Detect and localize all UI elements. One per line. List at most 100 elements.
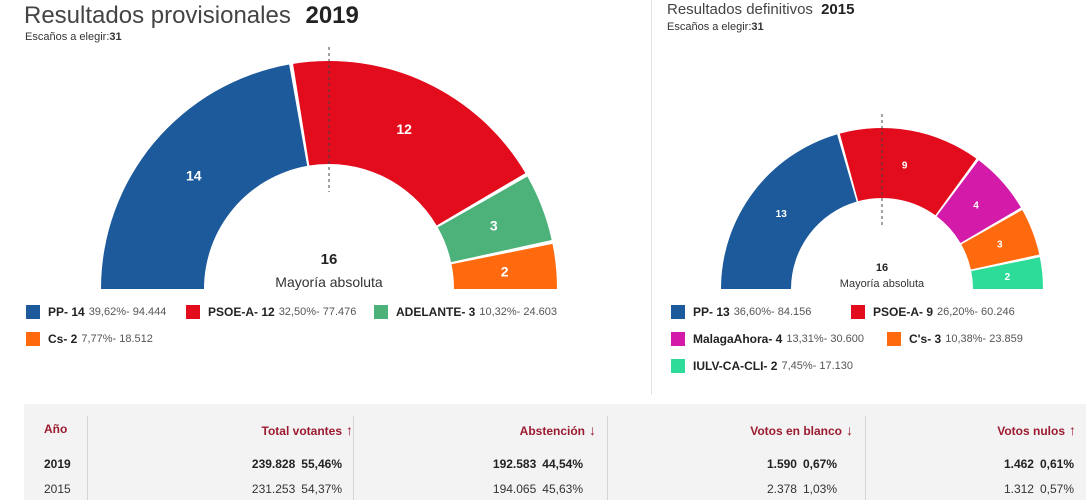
column-divider <box>87 416 88 500</box>
row-blank-votes: 1.590 0,67% <box>767 457 837 471</box>
previous-seat-count-pp: 13 <box>776 209 788 220</box>
column-divider <box>353 416 354 500</box>
current-seat-count-cs: 2 <box>501 263 509 279</box>
current-seat-segment-cs[interactable] <box>451 243 557 289</box>
abstention-value: 194.065 <box>492 482 537 496</box>
row-total-votes: 239.828 55,46% <box>252 457 342 471</box>
blank-votes-value: 1.590 <box>766 457 797 471</box>
previous-legend-party: PP- 13 <box>693 305 730 319</box>
current-legend-party: Cs- 2 <box>48 332 78 346</box>
null-votes-pct: 0,57% <box>1039 482 1074 496</box>
current-seat-count-psoe-a: 12 <box>396 121 412 137</box>
previous-seat-segment-psoe-a[interactable] <box>839 128 977 216</box>
col-header-year-label: Año <box>44 422 68 436</box>
previous-legend-item-psoe-a: PSOE-A- 9 26,20%- 60.246 <box>851 305 1015 319</box>
col-header-null-votes[interactable]: Votos nulos ↑ <box>997 422 1076 438</box>
col-header-abstention-label: Abstención <box>519 424 585 438</box>
col-header-blank-votes-label: Votos en blanco <box>750 424 842 438</box>
previous-majority-value: 16 <box>876 262 888 274</box>
previous-legend-detail: 13,31%- 30.600 <box>786 333 865 345</box>
row-abstention: 192.583 44,54% <box>493 457 583 471</box>
current-majority-label: Mayoría absoluta <box>275 274 383 290</box>
current-year: 2019 <box>305 2 359 29</box>
previous-legend-swatch <box>887 332 901 346</box>
col-header-abstention[interactable]: Abstención ↓ <box>520 422 596 438</box>
col-header-year: Año <box>44 422 67 436</box>
current-seats-total: 31 <box>109 31 122 43</box>
current-seat-hemicycle: 14 12 3 2 16 Mayoría absoluta <box>101 47 557 290</box>
current-seat-count-pp: 14 <box>186 168 202 184</box>
row-year: 2019 <box>44 457 71 471</box>
current-seat-segment-pp[interactable] <box>101 64 308 290</box>
current-majority-value: 16 <box>321 251 338 268</box>
row-null-votes: 1.462 0,61% <box>1004 457 1074 471</box>
current-legend-swatch <box>26 332 40 346</box>
sort-down-icon[interactable]: ↓ <box>846 422 853 438</box>
previous-seat-segment-c-s[interactable] <box>961 209 1040 270</box>
current-legend-party: PSOE-A- 12 <box>208 305 275 319</box>
turnout-stats-table: Año Total votantes ↑ Abstención ↓ Votos en… <box>24 404 1086 500</box>
previous-legend-detail: 36,60%- 84.156 <box>733 306 812 318</box>
previous-seat-hemicycle: 13 9 4 3 2 16 Mayoría absoluta <box>721 114 1043 290</box>
previous-seats-total: 31 <box>751 21 764 33</box>
previous-legend-item-iulv-ca-cli: IULV-CA-CLI- 2 7,45%- 17.130 <box>671 359 853 373</box>
row-year: 2015 <box>44 482 71 496</box>
current-seat-segment-adelante[interactable] <box>437 176 552 263</box>
previous-legend-swatch <box>671 332 685 346</box>
current-seat-segment-psoe-a[interactable] <box>293 61 526 226</box>
blank-votes-value: 2.378 <box>766 482 797 496</box>
abstention-pct: 45,63% <box>542 482 583 496</box>
column-divider <box>865 416 866 500</box>
previous-seat-segment-iulv-ca-cli[interactable] <box>971 257 1043 289</box>
current-seat-count-adelante: 3 <box>490 218 498 234</box>
current-legend-detail: 10,32%- 24.603 <box>479 306 558 318</box>
col-header-blank-votes[interactable]: Votos en blanco ↓ <box>750 422 853 438</box>
current-legend: PP- 14 39,62%- 94.444 PSOE-A- 12 32,50%- 77… <box>0 0 650 395</box>
total-votes-value: 239.828 <box>251 457 296 471</box>
previous-title: Resultados definitivos 2015 <box>667 1 854 18</box>
column-divider <box>607 416 608 500</box>
sort-up-icon[interactable]: ↑ <box>1069 422 1076 438</box>
current-legend-item-psoe-a: PSOE-A- 12 32,50%- 77.476 <box>186 305 356 319</box>
current-seats-label: Escaños a elegir: <box>25 31 110 43</box>
null-votes-pct: 0,61% <box>1039 457 1074 471</box>
current-legend-detail: 32,50%- 77.476 <box>278 306 357 318</box>
current-legend-swatch <box>26 305 40 319</box>
current-legend-item-pp: PP- 14 39,62%- 94.444 <box>26 305 166 319</box>
total-votes-value: 231.253 <box>251 482 296 496</box>
row-null-votes: 1.312 0,57% <box>1004 482 1074 496</box>
total-votes-pct: 54,37% <box>301 482 342 496</box>
previous-legend-party: IULV-CA-CLI- 2 <box>693 359 778 373</box>
previous-seat-count-psoe-a: 9 <box>902 161 908 172</box>
current-legend-item-cs: Cs- 2 7,77%- 18.512 <box>26 332 153 346</box>
previous-legend: PP- 13 36,60%- 84.156 PSOE-A- 9 26,20%- 60.… <box>652 0 1086 395</box>
previous-seats-label: Escaños a elegir: <box>667 21 752 33</box>
previous-seat-count-malagaahora: 4 <box>973 201 979 212</box>
current-legend-detail: 7,77%- 18.512 <box>81 333 153 345</box>
current-legend-swatch <box>374 305 388 319</box>
current-legend-party: PP- 14 <box>48 305 85 319</box>
sort-down-icon[interactable]: ↓ <box>589 422 596 438</box>
blank-votes-pct: 0,67% <box>802 457 837 471</box>
previous-legend-item-malagaahora: MalagaAhora- 4 13,31%- 30.600 <box>671 332 864 346</box>
col-header-total-votes-label: Total votantes <box>261 424 342 438</box>
previous-legend-swatch <box>671 359 685 373</box>
current-legend-party: ADELANTE- 3 <box>396 305 476 319</box>
previous-seat-segment-pp[interactable] <box>721 134 857 289</box>
row-total-votes: 231.253 54,37% <box>252 482 342 496</box>
null-votes-value: 1.312 <box>1003 482 1034 496</box>
row-blank-votes: 2.378 1,03% <box>767 482 837 496</box>
col-header-null-votes-label: Votos nulos <box>997 424 1065 438</box>
previous-seat-segment-malagaahora[interactable] <box>936 160 1021 243</box>
abstention-value: 192.583 <box>492 457 537 471</box>
col-header-total-votes[interactable]: Total votantes ↑ <box>262 422 353 438</box>
previous-seat-count-iulv-ca-cli: 2 <box>1005 272 1011 283</box>
current-title: Resultados provisionales 2019 <box>24 2 359 30</box>
previous-seats-to-elect: Escaños a elegir:31 <box>667 21 764 33</box>
current-results-panel: Resultados provisionales 2019 Escaños a … <box>0 0 650 395</box>
sort-up-icon[interactable]: ↑ <box>346 422 353 438</box>
previous-legend-party: PSOE-A- 9 <box>873 305 934 319</box>
blank-votes-pct: 1,03% <box>802 482 837 496</box>
total-votes-pct: 55,46% <box>301 457 342 471</box>
row-abstention: 194.065 45,63% <box>493 482 583 496</box>
